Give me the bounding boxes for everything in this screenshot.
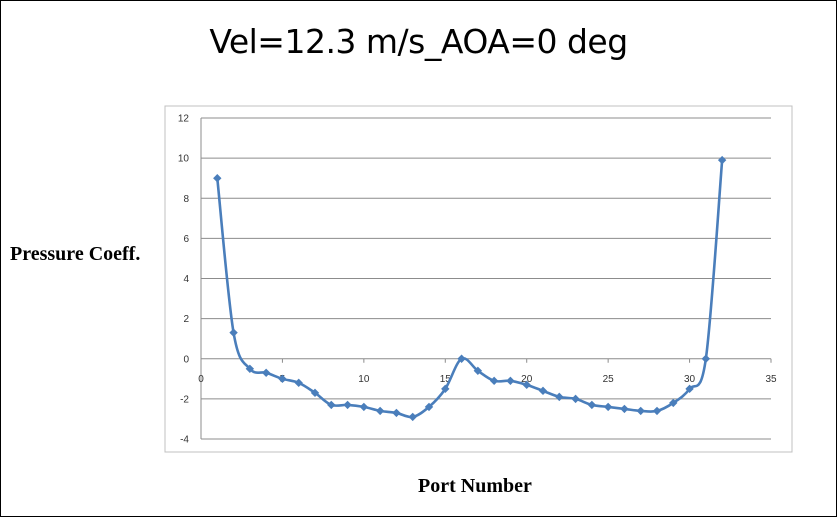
data-point-marker [685,384,694,394]
y-tick-label: 4 [183,274,189,285]
data-point-marker [245,364,255,373]
data-point-marker [701,354,711,363]
data-point-marker [538,386,548,396]
data-point-marker [294,378,303,388]
x-axis-label: Port Number [418,475,532,497]
y-tick-label: 2 [183,314,189,325]
data-point-marker [473,366,483,375]
data-point-marker [522,380,531,390]
data-point-marker [278,374,287,384]
data-point-marker [555,392,564,402]
x-tick-label: 0 [198,374,204,385]
data-point-marker [636,406,645,416]
data-point-marker [587,400,597,410]
data-point-marker [489,376,499,386]
data-point-marker [229,328,238,337]
x-tick-label: 35 [765,374,777,385]
y-tick-label: 8 [183,194,189,205]
x-tick-label: 25 [603,374,615,385]
data-point-marker [261,368,271,377]
y-tick-label: 10 [178,154,190,165]
x-tick-label: 30 [684,374,696,385]
data-point-marker [408,412,417,422]
data-point-marker [620,404,629,414]
x-tick-label: 15 [440,374,452,385]
data-point-marker [652,406,662,416]
chart-title: Vel=12.3 m/s_AOA=0 deg [209,22,628,61]
data-point-marker [213,173,222,183]
data-point-marker [424,402,434,412]
y-tick-label: 12 [178,114,190,125]
data-point-marker [375,406,385,416]
data-point-marker [343,400,352,410]
data-point-marker [441,384,450,394]
data-point-marker [359,402,369,412]
x-tick-label: 20 [521,374,533,385]
data-point-marker [457,354,466,363]
x-tick-label: 10 [358,374,370,385]
data-point-marker [717,155,727,165]
data-point-marker [506,376,515,386]
data-point-marker [669,398,678,408]
data-point-marker [603,402,613,412]
data-point-marker [392,408,401,418]
data-point-marker [310,388,320,398]
y-tick-label: 6 [183,234,189,245]
data-point-marker [327,400,336,410]
data-point-marker [571,394,580,404]
y-axis-label: Pressure Coeff. [10,243,141,265]
y-tick-label: -4 [180,435,189,446]
y-tick-label: -2 [180,394,189,405]
y-tick-label: 0 [183,354,189,365]
